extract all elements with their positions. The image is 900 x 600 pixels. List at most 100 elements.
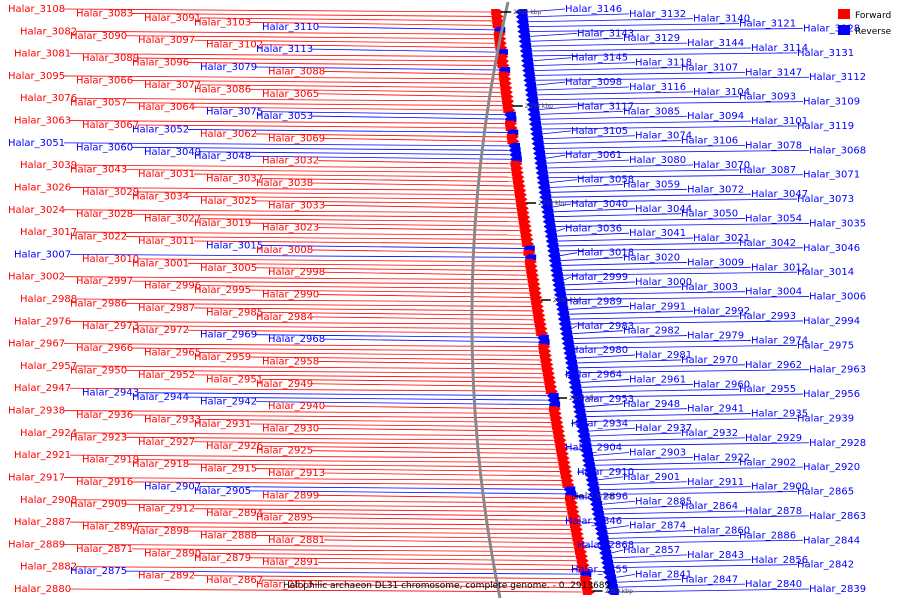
gene-label[interactable]: Halar_2889 [8,539,65,550]
gene-label[interactable]: Halar_2925 [256,446,313,457]
gene-label[interactable]: Halar_2899 [262,490,319,501]
gene-label[interactable]: Halar_3019 [194,218,251,229]
gene-label[interactable]: Halar_2959 [194,352,251,363]
gene-label[interactable]: Halar_2898 [132,526,189,537]
gene-label[interactable]: Halar_3094 [687,111,744,122]
gene-label[interactable]: Halar_3015 [206,240,263,251]
gene-label[interactable]: Halar_2980 [571,345,628,356]
gene-label[interactable]: Halar_3091 [144,13,201,24]
gene-label[interactable]: Halar_3098 [565,77,622,88]
gene-label[interactable]: Halar_2907 [144,481,201,492]
gene-label[interactable]: Halar_2987 [138,303,195,314]
gene-label[interactable]: Halar_2935 [751,409,808,420]
gene-label[interactable]: Halar_2920 [803,462,860,473]
gene-label[interactable]: Halar_2956 [803,389,860,400]
gene-label[interactable]: Halar_3072 [687,184,744,195]
gene-label[interactable]: Halar_2896 [571,491,628,502]
gene-label[interactable]: Halar_2865 [797,487,854,498]
gene-label[interactable]: Halar_2963 [809,365,866,376]
gene-label[interactable]: Halar_2841 [635,569,692,580]
gene-label[interactable]: Halar_3121 [739,19,796,30]
gene-label[interactable]: Halar_3051 [8,138,65,149]
gene-label[interactable]: Halar_2885 [635,496,692,507]
gene-label[interactable]: Halar_2879 [194,553,251,564]
gene-label[interactable]: Halar_3054 [745,214,802,225]
gene-label[interactable]: Halar_3005 [200,263,257,274]
gene-label[interactable]: Halar_3101 [751,116,808,127]
gene-label[interactable]: Halar_3034 [132,191,189,202]
gene-label[interactable]: Halar_3107 [681,62,738,73]
gene-label[interactable]: Halar_2958 [262,356,319,367]
gene-label[interactable]: Halar_3078 [745,140,802,151]
gene-label[interactable]: Halar_2931 [194,419,251,430]
gene-label[interactable]: Halar_2950 [70,365,127,376]
gene-label[interactable]: Halar_3083 [76,8,133,19]
gene-label[interactable]: Halar_3008 [256,245,313,256]
gene-label[interactable]: Halar_2939 [797,413,854,424]
gene-label[interactable]: Halar_2890 [144,548,201,559]
gene-label[interactable]: Halar_3032 [262,156,319,167]
gene-label[interactable]: Halar_2895 [256,513,313,524]
gene-label[interactable]: Halar_3001 [132,258,189,269]
gene-label[interactable]: Halar_3031 [138,169,195,180]
gene-label[interactable]: Halar_2955 [739,384,796,395]
gene-label[interactable]: Halar_2923 [70,432,127,443]
gene-label[interactable]: Halar_3035 [809,218,866,229]
gene-label[interactable]: Halar_2897 [82,522,139,533]
gene-label[interactable]: Halar_3088 [268,66,325,77]
gene-label[interactable]: Halar_3080 [629,155,686,166]
gene-label[interactable]: Halar_3033 [268,200,325,211]
gene-label[interactable]: Halar_3006 [809,292,866,303]
gene-label[interactable]: Halar_3012 [751,262,808,273]
gene-label[interactable]: Halar_3112 [809,72,866,83]
gene-label[interactable]: Halar_2982 [623,326,680,337]
gene-label[interactable]: Halar_3068 [809,145,866,156]
gene-label[interactable]: Halar_2937 [635,423,692,434]
gene-label[interactable]: Halar_2993 [739,311,796,322]
gene-label[interactable]: Halar_3061 [565,150,622,161]
gene-label[interactable]: Halar_2930 [262,423,319,434]
gene-label[interactable]: Halar_2901 [623,472,680,483]
gene-label[interactable]: Halar_2951 [206,374,263,385]
gene-label[interactable]: Halar_2938 [8,406,65,417]
gene-label[interactable]: Halar_3102 [206,40,263,51]
gene-label[interactable]: Halar_2944 [132,392,189,403]
gene-label[interactable]: Halar_3022 [70,232,127,243]
gene-label[interactable]: Halar_3002 [8,272,65,283]
gene-label[interactable]: Halar_3064 [138,102,195,113]
gene-label[interactable]: Halar_2976 [14,316,71,327]
gene-label[interactable]: Halar_2992 [693,306,750,317]
gene-label[interactable]: Halar_3119 [797,121,854,132]
gene-label[interactable]: Halar_3114 [751,43,808,54]
gene-label[interactable]: Halar_3044 [635,204,692,215]
gene-label[interactable]: Halar_2903 [629,448,686,459]
gene-label[interactable]: Halar_3081 [14,49,71,60]
gene-label[interactable]: Halar_3117 [577,101,634,112]
gene-label[interactable]: Halar_3023 [262,223,319,234]
gene-label[interactable]: Halar_3066 [76,75,133,86]
gene-label[interactable]: Halar_2995 [194,285,251,296]
gene-label[interactable]: Halar_3036 [565,223,622,234]
gene-label[interactable]: Halar_2856 [751,555,808,566]
gene-label[interactable]: Halar_3118 [635,58,692,69]
gene-label[interactable]: Halar_3076 [20,93,77,104]
gene-label[interactable]: Halar_2892 [138,571,195,582]
gene-label[interactable]: Halar_2957 [20,361,77,372]
gene-label[interactable]: Halar_2924 [20,428,77,439]
gene-label[interactable]: Halar_3021 [693,233,750,244]
gene-label[interactable]: Halar_3103 [194,17,251,28]
gene-label[interactable]: Halar_3014 [797,267,854,278]
gene-label[interactable]: Halar_2940 [268,401,325,412]
gene-label[interactable]: Halar_2967 [8,339,65,350]
gene-label[interactable]: Halar_2927 [138,437,195,448]
gene-label[interactable]: Halar_2932 [681,428,738,439]
gene-label[interactable]: Halar_2912 [138,504,195,515]
gene-label[interactable]: Halar_2965 [144,348,201,359]
gene-label[interactable]: Halar_2953 [577,394,634,405]
gene-label[interactable]: Halar_2843 [687,550,744,561]
gene-label[interactable]: Halar_3104 [693,87,750,98]
gene-label[interactable]: Halar_3095 [8,71,65,82]
gene-label[interactable]: Halar_2888 [200,530,257,541]
gene-label[interactable]: Halar_3090 [70,31,127,42]
gene-label[interactable]: Halar_3144 [687,38,744,49]
